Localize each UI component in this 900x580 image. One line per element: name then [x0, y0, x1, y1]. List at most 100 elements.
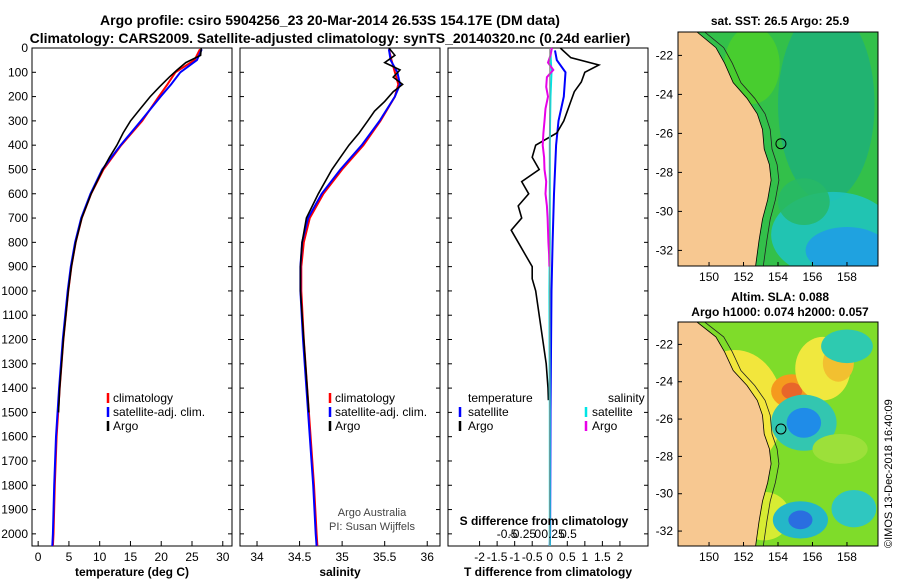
sla-anomaly — [781, 382, 803, 400]
x-tick-label: -0.5 — [522, 550, 543, 564]
difference-panel: -2 -1.5 -1 -0.5 0 0.5 1 1.5 2T difference from c… — [447, 47, 649, 579]
lon-tick-label: 158 — [837, 270, 857, 284]
lon-tick-label: 154 — [768, 550, 788, 564]
shelf-contour — [704, 32, 780, 266]
land-mass — [678, 32, 772, 266]
lon-tick-label: 150 — [699, 270, 719, 284]
lon-tick-label: 150 — [699, 550, 719, 564]
sla-map: 150 152 154 156 158 -22 -24 -26 -28 -30 -32 — [656, 321, 879, 564]
depth-tick-label: 600 — [8, 187, 28, 201]
temperature-panel: 0 5 10 15 20 25 30 temperature (deg C) — [31, 47, 233, 579]
sla-map-title: Altim. SLA: 0.088 — [730, 290, 830, 304]
depth-tick-label: 1900 — [1, 503, 28, 517]
depth-tick-label: 1500 — [1, 405, 28, 419]
legend-label: satellite — [592, 405, 633, 419]
sla-anomaly — [788, 510, 813, 530]
credit-line: Argo Australia — [338, 507, 407, 519]
depth-tick-label: 100 — [8, 65, 28, 79]
depth-tick-label: 800 — [8, 235, 28, 249]
sla-anomaly — [786, 407, 822, 438]
depth-tick-label: 1200 — [1, 333, 28, 347]
sla-anomaly — [831, 490, 877, 528]
map-field — [678, 322, 878, 546]
sla-anomaly — [821, 329, 873, 364]
x-axis-label: T difference from climatology — [464, 565, 632, 579]
climatology-title: Climatology: CARS2009. Satellite-adjuste… — [29, 30, 631, 46]
legend-label: climatology — [113, 391, 173, 405]
x-tick-label: 15 — [124, 550, 138, 564]
series-satellite-adj-clim- — [299, 49, 402, 547]
salinity-diff-tick-label: 0.5 — [560, 527, 577, 541]
x-tick-label: 34 — [250, 550, 264, 564]
x-tick-label: -1 — [509, 550, 520, 564]
sst-patch — [805, 227, 878, 266]
lat-tick-label: -22 — [656, 48, 674, 62]
sst-patch — [724, 32, 780, 105]
temp-diff-legend-title: temperature — [468, 391, 533, 405]
lon-tick-label: 152 — [734, 270, 754, 284]
float-position-marker — [775, 138, 787, 150]
legend-label: Argo — [113, 419, 139, 433]
lat-tick-label: -32 — [656, 524, 674, 538]
series-climatology — [300, 48, 400, 547]
legend-label: satellite — [468, 405, 509, 419]
depth-tick-label: 700 — [8, 211, 28, 225]
depth-tick-label: 1000 — [1, 284, 28, 298]
lat-tick-label: -26 — [656, 126, 674, 140]
lon-tick-label: 152 — [734, 550, 754, 564]
panel-frame — [31, 47, 233, 547]
lat-tick-label: -22 — [656, 337, 674, 351]
x-tick-label: 25 — [185, 550, 199, 564]
x-tick-label: 10 — [93, 550, 107, 564]
x-tick-label: 35.5 — [373, 550, 397, 564]
lon-tick-label: 154 — [768, 270, 788, 284]
legend-label: satellite-adj. clim. — [113, 405, 205, 419]
x-tick-label: 0 — [35, 550, 42, 564]
x-tick-label: 1.5 — [594, 550, 611, 564]
sst-map-title: sat. SST: 26.5 Argo: 25.9 — [710, 14, 850, 28]
x-tick-label: 2 — [617, 550, 624, 564]
salinity-panel: 34 34.5 35 35.5 36 salinity — [239, 47, 441, 579]
x-axis-label: temperature (deg C) — [75, 565, 189, 579]
sal-diff-legend-title: salinity — [608, 391, 645, 405]
legend-label: Argo — [468, 419, 494, 433]
panel-frame — [447, 47, 649, 547]
series-temperature-argo — [510, 47, 602, 401]
x-axis-label: salinity — [319, 565, 361, 579]
profile-title: Argo profile: csiro 5904256_23 20-Mar-20… — [100, 12, 560, 28]
lat-tick-label: -30 — [656, 487, 674, 501]
depth-tick-label: 1100 — [2, 308, 28, 322]
lon-tick-label: 156 — [802, 550, 822, 564]
legend-label: satellite-adj. clim. — [335, 405, 427, 419]
x-tick-label: -2 — [474, 550, 485, 564]
salinity-diff-tick-label: -0.25 — [509, 527, 537, 541]
x-tick-label: 0 — [546, 550, 553, 564]
depth-tick-label: 900 — [8, 260, 28, 274]
x-tick-label: 35 — [335, 550, 349, 564]
depth-tick-label: 1400 — [1, 381, 28, 395]
panel-frame — [239, 47, 441, 547]
sst-patch — [778, 178, 830, 226]
depth-tick-label: 1600 — [1, 430, 28, 444]
depth-tick-label: 500 — [8, 162, 28, 176]
series-satellite-adj-clim- — [51, 48, 203, 547]
series-argo — [299, 47, 404, 413]
lon-tick-label: 156 — [802, 270, 822, 284]
series-temperature-satellite — [548, 50, 567, 547]
land-mass — [678, 322, 772, 546]
salinity-diff-tick-label: 0 — [534, 527, 541, 541]
salinity-diff-tick-label: 0.25 — [541, 527, 565, 541]
x-tick-label: 20 — [155, 550, 169, 564]
x-tick-label: 0.5 — [559, 550, 576, 564]
lat-tick-label: -28 — [656, 165, 674, 179]
sla-anomaly — [812, 434, 868, 464]
float-position-marker — [775, 423, 787, 435]
sst-map: 150 152 154 156 158 -22 -24 -26 -28 -30 -32 — [656, 31, 879, 284]
series-salinity-argo — [541, 47, 555, 267]
credit-line: PI: Susan Wijffels — [329, 521, 415, 533]
lat-tick-label: -24 — [656, 375, 674, 389]
sst-patch — [778, 32, 875, 202]
